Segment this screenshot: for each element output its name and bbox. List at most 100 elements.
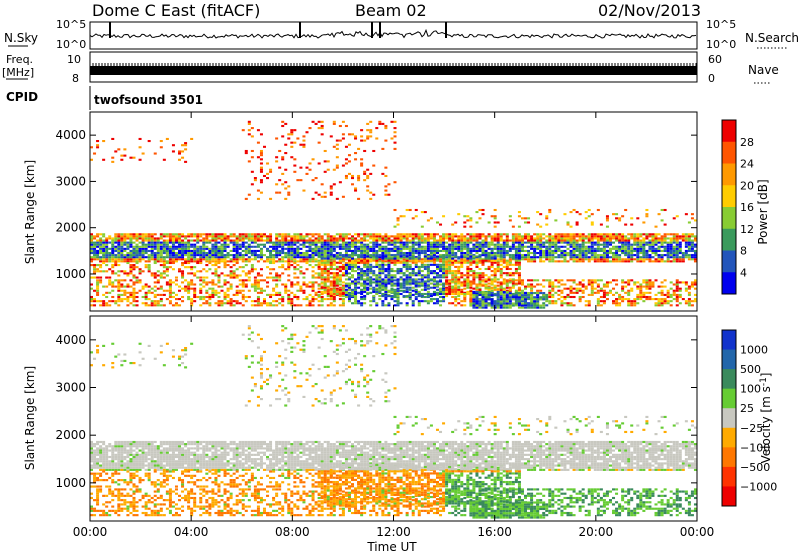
power-cell (572, 233, 576, 236)
power-cell (454, 241, 458, 244)
power-cell (596, 258, 600, 261)
power-cell (636, 298, 640, 301)
power-cell (566, 304, 570, 307)
power-cell (129, 266, 133, 269)
power-cell (147, 266, 151, 269)
power-cell (369, 276, 373, 279)
power-cell (326, 304, 330, 307)
power-cell (678, 281, 682, 284)
power-cell (672, 241, 676, 244)
power-cell (612, 287, 616, 290)
power-cell (344, 237, 348, 240)
power-cell (266, 256, 270, 259)
power-cell (457, 295, 461, 298)
power-cell (520, 237, 524, 240)
power-cell (253, 304, 257, 307)
power-cell (475, 249, 479, 252)
power-cell (569, 254, 573, 257)
power-cell (536, 243, 540, 246)
power-cell (357, 249, 361, 252)
power-cell (93, 300, 97, 303)
power-cell (542, 254, 546, 257)
power-cell (408, 257, 412, 260)
power-cell (496, 258, 500, 261)
power-cell (344, 267, 348, 271)
power-cell (612, 241, 616, 244)
power-cell (423, 251, 427, 255)
power-cell (293, 233, 297, 236)
power-cell (690, 254, 694, 257)
power-cell (326, 259, 330, 262)
power-cell (117, 256, 121, 259)
power-cell (499, 267, 503, 271)
power-cell (602, 233, 606, 236)
power-cell (181, 233, 185, 236)
power-cell (202, 251, 206, 255)
power-cell (693, 279, 697, 282)
power-cell (684, 283, 688, 286)
power-cell (275, 251, 279, 255)
power-cell (599, 233, 603, 236)
power-cell (429, 300, 433, 303)
power-cell (630, 233, 634, 236)
power-cell (241, 239, 245, 242)
power-cell (615, 291, 619, 294)
power-cell (269, 251, 273, 255)
power-cell (502, 280, 506, 283)
power-cell (460, 265, 464, 268)
power-cell (460, 258, 464, 261)
power-cell (575, 287, 579, 290)
power-cell (457, 285, 461, 288)
power-cell (478, 245, 482, 248)
power-cell (165, 239, 169, 242)
power-cell (520, 247, 524, 250)
power-cell (387, 295, 391, 298)
power-cell (220, 245, 224, 248)
power-cell (308, 256, 312, 259)
power-cell (390, 247, 394, 250)
power-cell (445, 282, 449, 285)
power-cell (344, 249, 348, 252)
power-cell (99, 266, 103, 269)
power-cell (278, 233, 282, 236)
power-cell (266, 237, 270, 240)
power-cell (375, 249, 379, 252)
power-cell (511, 286, 515, 289)
power-cell (250, 270, 254, 273)
power-cell (375, 278, 379, 281)
power-cell (405, 247, 409, 250)
power-cell (621, 247, 625, 250)
power-cell (366, 265, 370, 268)
power-cell (651, 251, 655, 255)
power-cell (426, 290, 430, 293)
power-cell (612, 233, 616, 236)
power-cell (96, 254, 100, 257)
power-cell (281, 233, 285, 236)
power-cell (123, 260, 127, 263)
power-cell (144, 293, 148, 296)
power-cell (178, 256, 182, 259)
power-cell (187, 261, 191, 265)
power-cell (341, 286, 345, 289)
power-cell (126, 235, 130, 238)
power-cell (329, 288, 333, 291)
power-cell (511, 284, 515, 287)
power-cell (621, 258, 625, 261)
power-cell (681, 239, 685, 242)
power-cell (184, 258, 188, 261)
power-cell (560, 279, 564, 282)
power-cell (451, 245, 455, 248)
power-cell (272, 300, 276, 303)
power-cell (347, 282, 351, 285)
power-cell (208, 293, 212, 296)
power-cell (338, 304, 342, 307)
power-cell (181, 274, 185, 277)
power-cell (527, 283, 531, 286)
power-cell (308, 264, 312, 267)
power-cell (138, 241, 142, 244)
power-cell (351, 290, 355, 293)
power-cell (272, 287, 276, 290)
power-cell (117, 285, 121, 288)
power-cell (317, 241, 321, 244)
power-cell (608, 241, 612, 244)
